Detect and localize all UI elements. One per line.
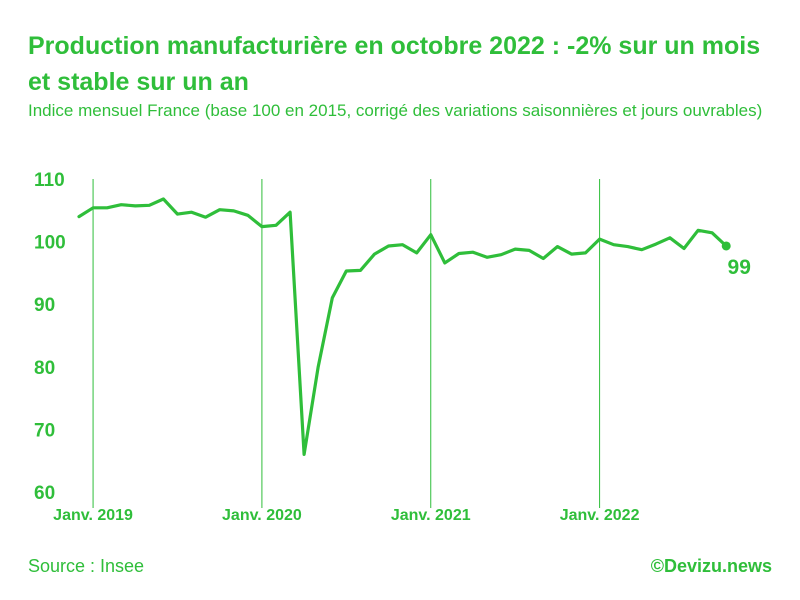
y-tick-label: 110 <box>34 170 65 191</box>
chart-subtitle: Indice mensuel France (base 100 en 2015,… <box>28 101 763 120</box>
y-tick-label: 100 <box>34 233 66 254</box>
gridlines <box>92 179 601 508</box>
end-point-marker <box>721 241 731 251</box>
source-note: Source : Insee <box>28 556 145 576</box>
y-tick-label: 80 <box>34 358 55 379</box>
credit-logo: ©Devizu.news <box>650 556 772 576</box>
axis-labels: 60 70 80 90 100 110 Janv. 2019 Janv. 2020 Janv. … <box>34 170 640 524</box>
y-tick-label: 90 <box>34 295 55 316</box>
x-tick-label: Janv. 2021 <box>391 507 471 524</box>
x-tick-label: Janv. 2020 <box>222 507 302 524</box>
chart-title: Production manufacturière en octobre 202… <box>28 32 761 96</box>
line-chart: 60 70 80 90 100 110 Janv. 2019 Janv. 2020 Janv. … <box>34 170 751 524</box>
end-value-label: 99 <box>728 256 751 279</box>
x-tick-label: Janv. 2022 <box>560 507 640 524</box>
x-tick-label: Janv. 2019 <box>53 507 133 524</box>
series: 99 <box>77 197 751 456</box>
y-tick-label: 70 <box>34 420 55 441</box>
series-line <box>77 197 728 456</box>
y-tick-label: 60 <box>34 483 55 504</box>
